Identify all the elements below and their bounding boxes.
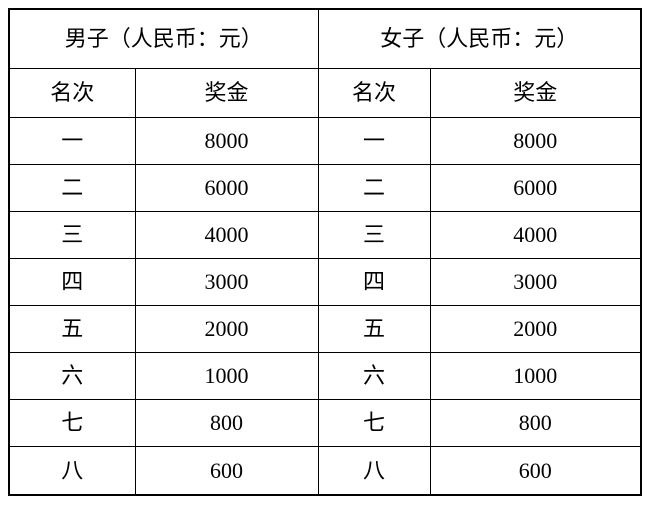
- table-row: 三 4000 三 4000: [8, 211, 642, 260]
- table-row: 四 3000 四 3000: [8, 258, 642, 307]
- prize-cell-men: 3000: [134, 258, 319, 307]
- prize-cell-men: 2000: [134, 305, 319, 354]
- prize-cell-women: 3000: [429, 258, 642, 307]
- prize-cell-men: 6000: [134, 164, 319, 213]
- rank-header-women: 名次: [317, 68, 431, 118]
- prize-header-women: 奖金: [429, 68, 642, 118]
- column-header-row: 名次 奖金 名次 奖金: [8, 68, 642, 118]
- rank-cell-women: 三: [317, 211, 431, 260]
- prize-cell-women: 8000: [429, 116, 642, 166]
- rank-cell-men: 八: [8, 446, 136, 496]
- rank-cell-women: 二: [317, 164, 431, 213]
- rank-cell-women: 七: [317, 399, 431, 448]
- table-row: 七 800 七 800: [8, 399, 642, 448]
- rank-cell-women: 一: [317, 116, 431, 166]
- prize-cell-women: 1000: [429, 352, 642, 401]
- rank-cell-men: 七: [8, 399, 136, 448]
- prize-table: 男子（人民币：元） 女子（人民币：元） 名次 奖金 名次 奖金 一 8000 一…: [8, 8, 643, 496]
- prize-cell-men: 1000: [134, 352, 319, 401]
- prize-cell-men: 4000: [134, 211, 319, 260]
- group-header-men: 男子（人民币：元）: [8, 8, 319, 69]
- prize-cell-women: 6000: [429, 164, 642, 213]
- prize-cell-women: 2000: [429, 305, 642, 354]
- prize-cell-women: 600: [429, 446, 642, 496]
- table-row: 一 8000 一 8000: [8, 116, 642, 166]
- rank-cell-women: 五: [317, 305, 431, 354]
- prize-cell-men: 600: [134, 446, 319, 496]
- table-row: 二 6000 二 6000: [8, 164, 642, 213]
- table-row: 五 2000 五 2000: [8, 305, 642, 354]
- rank-cell-women: 四: [317, 258, 431, 307]
- rank-cell-women: 八: [317, 446, 431, 496]
- rank-cell-men: 一: [8, 116, 136, 166]
- table-row: 八 600 八 600: [8, 446, 642, 496]
- table-row: 六 1000 六 1000: [8, 352, 642, 401]
- rank-cell-women: 六: [317, 352, 431, 401]
- rank-cell-men: 五: [8, 305, 136, 354]
- rank-cell-men: 二: [8, 164, 136, 213]
- prize-cell-men: 8000: [134, 116, 319, 166]
- prize-cell-women: 800: [429, 399, 642, 448]
- rank-cell-men: 四: [8, 258, 136, 307]
- rank-cell-men: 三: [8, 211, 136, 260]
- rank-cell-men: 六: [8, 352, 136, 401]
- prize-cell-men: 800: [134, 399, 319, 448]
- group-header-row: 男子（人民币：元） 女子（人民币：元）: [8, 8, 642, 69]
- rank-header-men: 名次: [8, 68, 136, 118]
- prize-header-men: 奖金: [134, 68, 319, 118]
- group-header-women: 女子（人民币：元）: [317, 8, 642, 69]
- prize-cell-women: 4000: [429, 211, 642, 260]
